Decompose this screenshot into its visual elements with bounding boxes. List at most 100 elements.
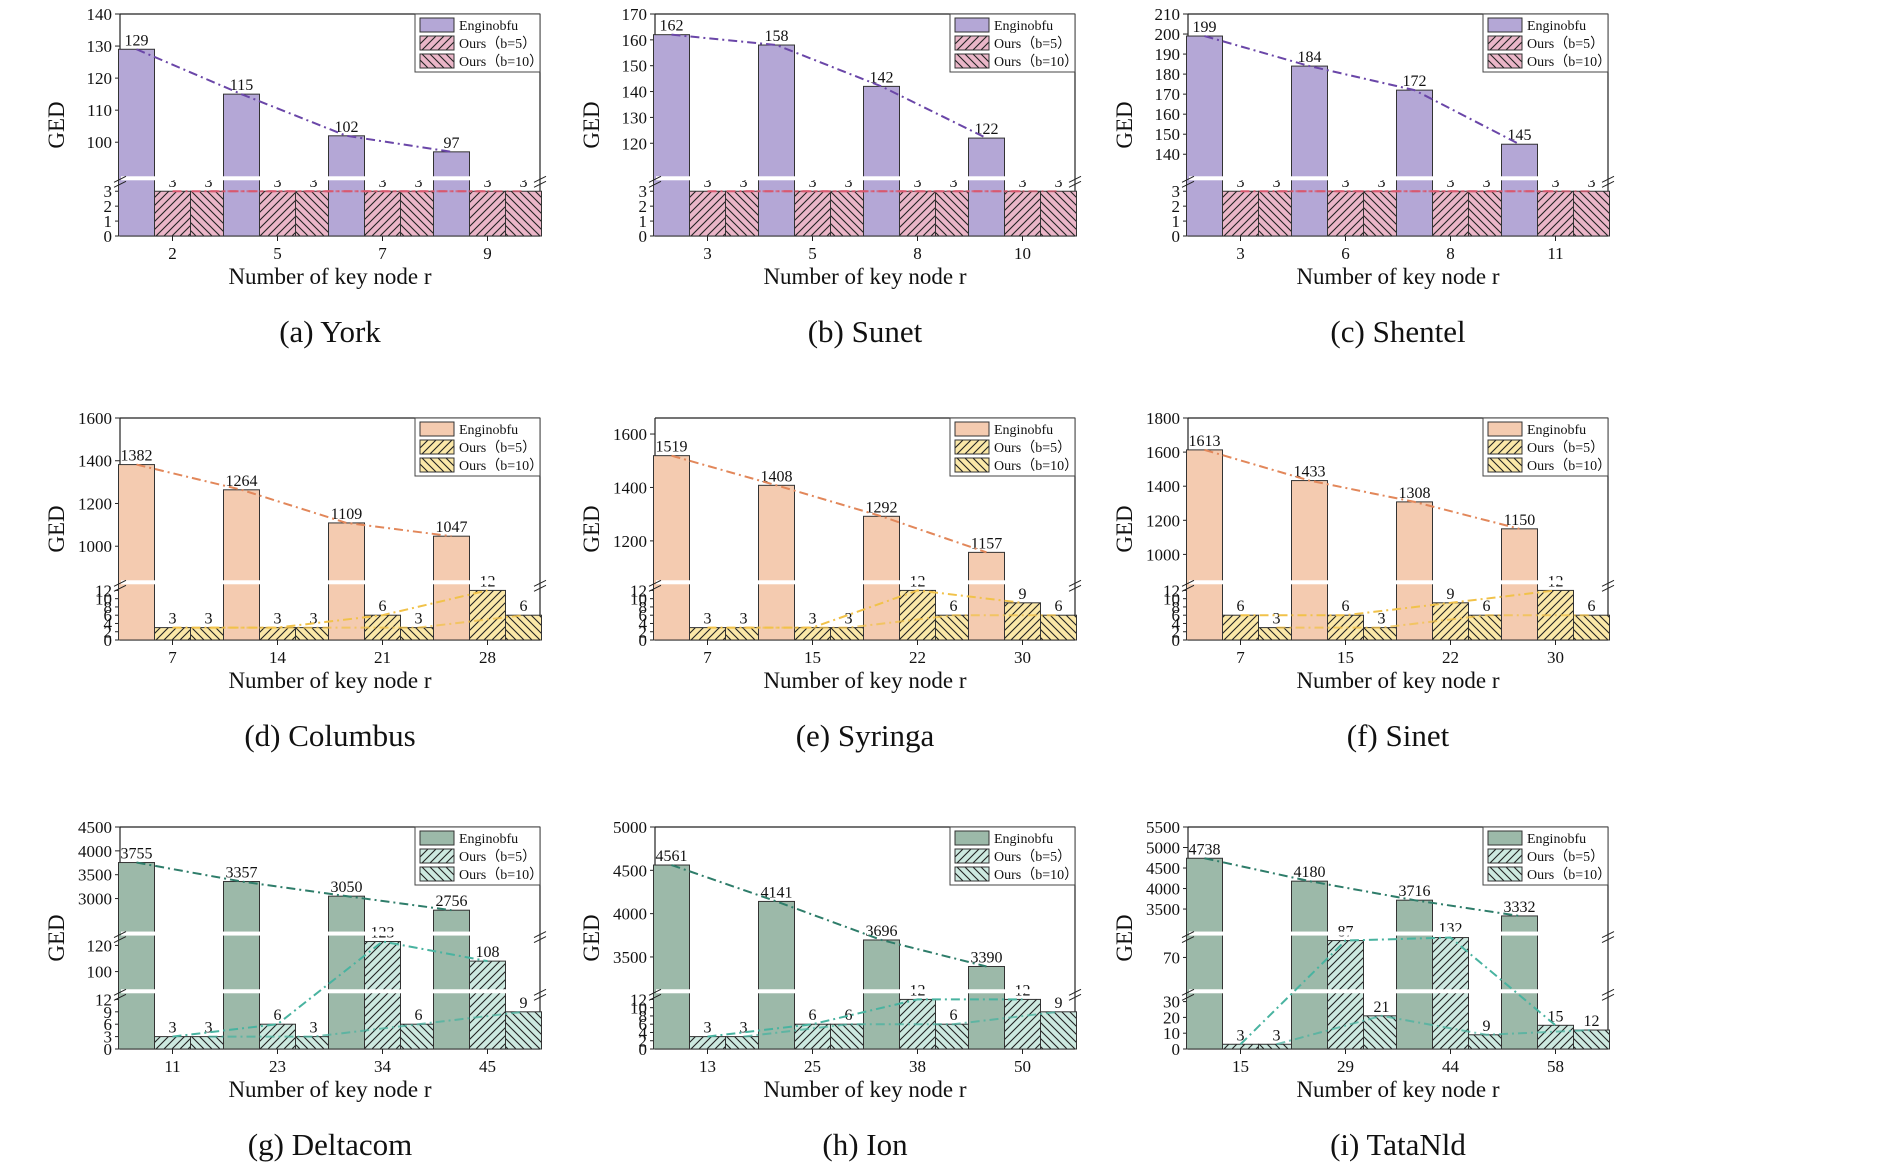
bar-data-label: 1519 xyxy=(656,439,688,456)
panel-caption: (a) York xyxy=(279,314,381,349)
legend-label: Ours（b=10） xyxy=(994,54,1078,70)
bar-data-label: 6 xyxy=(415,1007,423,1024)
legend-label: Ours（b=5） xyxy=(1527,849,1604,865)
bar-ours-b5 xyxy=(1222,190,1259,237)
x-axis-title: Number of key node r xyxy=(228,264,431,289)
bar-enginobfu xyxy=(433,909,470,1050)
bar-data-label: 3 xyxy=(704,1020,712,1037)
x-axis-title: Number of key node r xyxy=(763,1077,966,1102)
y-tick-label: 110 xyxy=(87,101,112,120)
y-tick-label: 6 xyxy=(639,606,648,625)
x-axis-title: Number of key node r xyxy=(228,668,431,693)
y-tick-label: 200 xyxy=(1155,25,1181,44)
x-tick-label: 21 xyxy=(374,648,391,667)
axis-break-band xyxy=(1189,580,1607,585)
y-tick-label: 4500 xyxy=(613,861,647,880)
bar-data-label: 3 xyxy=(740,611,748,628)
bar-ours-b10 xyxy=(295,627,332,641)
y-tick-label: 3000 xyxy=(78,890,112,909)
x-tick-label: 11 xyxy=(1547,244,1563,263)
bar-data-label: 3 xyxy=(1342,174,1350,191)
bar-ours-b5 xyxy=(364,940,401,1050)
x-tick-label: 50 xyxy=(1014,1057,1031,1076)
legend-swatch xyxy=(1487,830,1523,846)
legend-swatch xyxy=(1487,848,1523,864)
bar-data-label: 1109 xyxy=(331,506,362,523)
y-tick-label: 1400 xyxy=(1146,477,1180,496)
legend-label: Ours（b=5） xyxy=(994,440,1071,456)
bar-data-label: 3 xyxy=(809,611,817,628)
bar-data-label: 3 xyxy=(1552,174,1560,191)
y-tick-label: 120 xyxy=(622,134,648,153)
bar-data-label: 3 xyxy=(845,611,853,628)
y-tick-label: 1000 xyxy=(1146,545,1180,564)
bar-ours-b10 xyxy=(1363,190,1400,237)
axis-break-mark xyxy=(648,175,662,188)
bar-data-label: 3 xyxy=(1378,174,1386,191)
bar-ours-b5 xyxy=(1004,190,1041,237)
axis-break-mark xyxy=(1181,175,1195,188)
bar-data-label: 4141 xyxy=(761,884,793,901)
y-tick-label: 10 xyxy=(630,590,647,609)
x-axis-title: Number of key node r xyxy=(763,668,966,693)
y-tick-label: 210 xyxy=(1155,5,1181,24)
x-tick-label: 11 xyxy=(164,1057,180,1076)
bar-enginobfu xyxy=(863,939,900,1050)
legend-label: Ours（b=5） xyxy=(459,36,536,52)
legend-swatch xyxy=(1487,421,1523,437)
bar-data-label: 3 xyxy=(274,174,282,191)
x-tick-label: 9 xyxy=(483,244,492,263)
y-tick-label: 0 xyxy=(639,1040,648,1059)
y-tick-label: 100 xyxy=(87,133,113,152)
y-tick-label: 1 xyxy=(639,212,648,231)
legend-swatch xyxy=(1487,53,1523,69)
y-tick-label: 12 xyxy=(630,581,647,600)
trend-line-0 xyxy=(1204,35,1520,146)
bar-data-label: 6 xyxy=(809,1007,817,1024)
y-tick-label: 8 xyxy=(639,598,648,617)
bar-ours-b5 xyxy=(794,190,831,237)
y-axis-title: GED xyxy=(1112,505,1137,552)
bar-data-label: 1433 xyxy=(1294,464,1326,481)
axis-break-mark xyxy=(1601,931,1615,944)
bar-ours-b10 xyxy=(1573,190,1610,237)
y-axis-title: GED xyxy=(579,505,604,552)
axis-break-mark xyxy=(1068,579,1082,592)
bar-enginobfu xyxy=(1291,480,1328,641)
bar-data-label: 108 xyxy=(476,944,500,961)
bar-enginobfu xyxy=(1501,915,1538,1050)
axis-break-mark xyxy=(533,175,547,188)
x-tick-label: 5 xyxy=(808,244,817,263)
chart-panel-5: 0246810121000120014001600180016136371433… xyxy=(1112,409,1615,753)
bar-enginobfu xyxy=(223,489,260,641)
x-tick-label: 7 xyxy=(378,244,387,263)
bar-data-label: 3 xyxy=(950,174,958,191)
trend-line-2 xyxy=(208,614,524,629)
bar-data-label: 4738 xyxy=(1189,841,1221,858)
bar-data-label: 3755 xyxy=(121,846,153,863)
y-tick-label: 20 xyxy=(1163,1008,1180,1027)
legend-swatch xyxy=(1487,457,1523,473)
bar-data-label: 1157 xyxy=(971,535,1002,552)
legend-label: Ours（b=10） xyxy=(994,867,1078,883)
bar-data-label: 3 xyxy=(1273,1027,1281,1044)
x-axis-title: Number of key node r xyxy=(1296,1077,1499,1102)
axis-break-mark xyxy=(113,988,127,1001)
y-tick-label: 3 xyxy=(1172,182,1181,201)
bar-data-label: 3 xyxy=(169,611,177,628)
trend-line-0 xyxy=(671,864,987,968)
y-tick-label: 130 xyxy=(622,108,648,127)
axis-break-mark xyxy=(533,579,547,592)
bar-data-label: 3 xyxy=(914,174,922,191)
bar-data-label: 3 xyxy=(740,1020,748,1037)
bar-ours-b5 xyxy=(899,589,936,641)
bar-data-label: 1292 xyxy=(866,499,898,516)
bar-data-label: 122 xyxy=(975,121,999,138)
bar-data-label: 2756 xyxy=(436,893,468,910)
y-tick-label: 2 xyxy=(639,197,648,216)
bar-enginobfu xyxy=(1186,857,1223,1050)
bar-data-label: 3 xyxy=(1447,174,1455,191)
bar-ours-b10 xyxy=(190,190,227,237)
